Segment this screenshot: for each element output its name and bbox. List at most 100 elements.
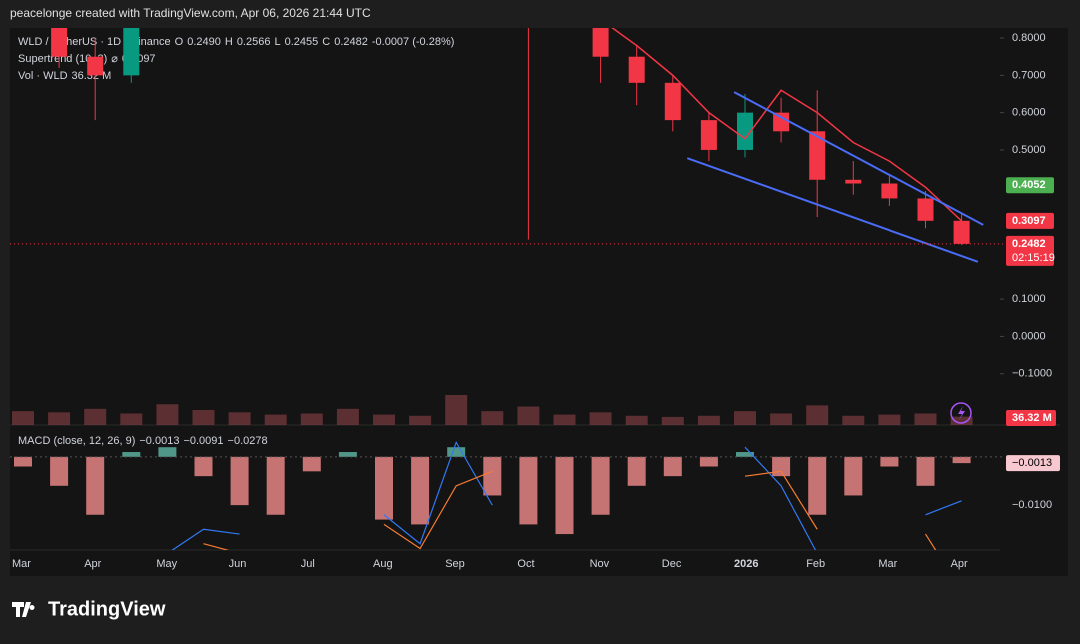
x-tick-label: Aug [373,558,393,570]
x-tick-label: Jun [229,558,247,570]
candle-body [809,131,826,180]
y-tick-label: 0.0000 [1012,330,1046,342]
volume-bar [192,410,215,425]
alert-icon[interactable] [950,402,972,424]
x-tick-label: Mar [12,558,31,570]
volume-bar [12,411,34,425]
macd-histogram [880,456,899,467]
x-tick-label: May [156,558,177,570]
volume-bar [264,414,287,425]
candle-body [737,112,753,150]
macd-histogram [952,456,971,464]
x-tick-label: Apr [951,558,968,570]
volume-bar [806,405,829,425]
macd-histogram [591,456,610,515]
x-tick-label: Mar [878,558,897,570]
volume-bar [156,404,179,425]
macd-histogram [483,456,502,496]
candle-body [700,120,717,150]
trendline [733,91,984,226]
macd-histogram [50,456,69,486]
volume-bar [842,415,865,425]
volume-bar [589,412,612,425]
price-tag [1006,235,1054,266]
x-tick-label: Nov [590,558,610,570]
x-tick-label: Jul [301,558,315,570]
y-tick-label: −0.1000 [1012,368,1052,380]
candle-body [592,28,609,57]
x-tick-label: Feb [806,558,825,570]
candle-body [664,82,681,121]
plot-bg [10,28,1068,576]
legend-text: ⌀ [111,53,118,65]
y-tick-label: 0.5000 [1012,144,1046,156]
macd-histogram [808,456,827,515]
trendline [686,157,979,263]
macd-histogram [772,456,791,477]
macd-tag-label: −0.0013 [1012,457,1052,469]
volume-bar [734,411,756,425]
volume-bar [697,415,720,425]
price-tag-label: 0.2482 [1012,238,1046,250]
legend-text: Vol · WLD [18,70,68,82]
candle-body [51,28,68,57]
legend-text: 0.2455 [285,36,319,48]
countdown: 02:15:19 [1012,252,1055,264]
volume-bar [625,415,648,425]
legend-text: −0.0013 [139,435,179,447]
supertrend-line [611,28,963,222]
x-tick-label: Oct [517,558,534,570]
macd-histogram [447,447,466,457]
candle-body [123,28,140,76]
x-tick-label: Apr [84,558,101,570]
macd-histogram [338,452,357,457]
volume-bar [228,412,251,425]
macd-histogram [736,452,754,457]
volume-bar [84,408,107,425]
macd-histogram [627,456,646,486]
macd-line [171,440,962,550]
signal-line [203,470,937,550]
candle-body [953,220,970,244]
header: peacelonge created with TradingView.com,… [10,6,371,20]
price-tag [1006,177,1054,194]
price-tag [1006,212,1054,229]
legend-text: Supertrend (10, 3) [18,53,107,65]
macd-histogram [411,456,430,525]
candle-body [881,183,898,199]
y2-tick-label: −0.0100 [1012,499,1052,511]
candle-body [845,179,862,184]
macd-histogram [14,456,32,467]
price-tag-label: 0.4052 [1012,179,1046,191]
legend-text: L [274,36,280,48]
legend-text: WLD / TetherUS · 1D · Binance [18,36,171,48]
macd-histogram [302,456,321,472]
macd-tag [1006,455,1060,472]
volume-bar [481,411,504,425]
legend-text: −0.0091 [183,435,223,447]
volume-bar [770,413,793,425]
macd-histogram [699,456,718,467]
legend-text: 0.2482 [334,36,368,48]
macd-histogram [194,456,213,477]
brand-logo [12,602,35,617]
legend-text: H [225,36,233,48]
y-tick-label: 0.8000 [1012,32,1046,44]
y-tick-label: 0.1000 [1012,293,1046,305]
volume-bar [950,416,973,425]
legend-text: C [322,36,330,48]
legend-text: −0.0278 [228,435,268,447]
legend-text: MACD (close, 12, 26, 9) [18,435,135,447]
macd-histogram [663,456,682,477]
y-tick-label: 0.6000 [1012,107,1046,119]
volume-bar [409,415,432,425]
macd-histogram [844,456,863,496]
legend-text: O [175,36,184,48]
macd-histogram [122,452,141,457]
axes: 0.8000 0.7000 0.6000 0.5000 0.1000 0.0000 −0.1… [10,32,1060,570]
price-pane [12,28,984,425]
candle-body [87,56,104,76]
volume-tag-label: 36.32 M [1012,412,1052,424]
